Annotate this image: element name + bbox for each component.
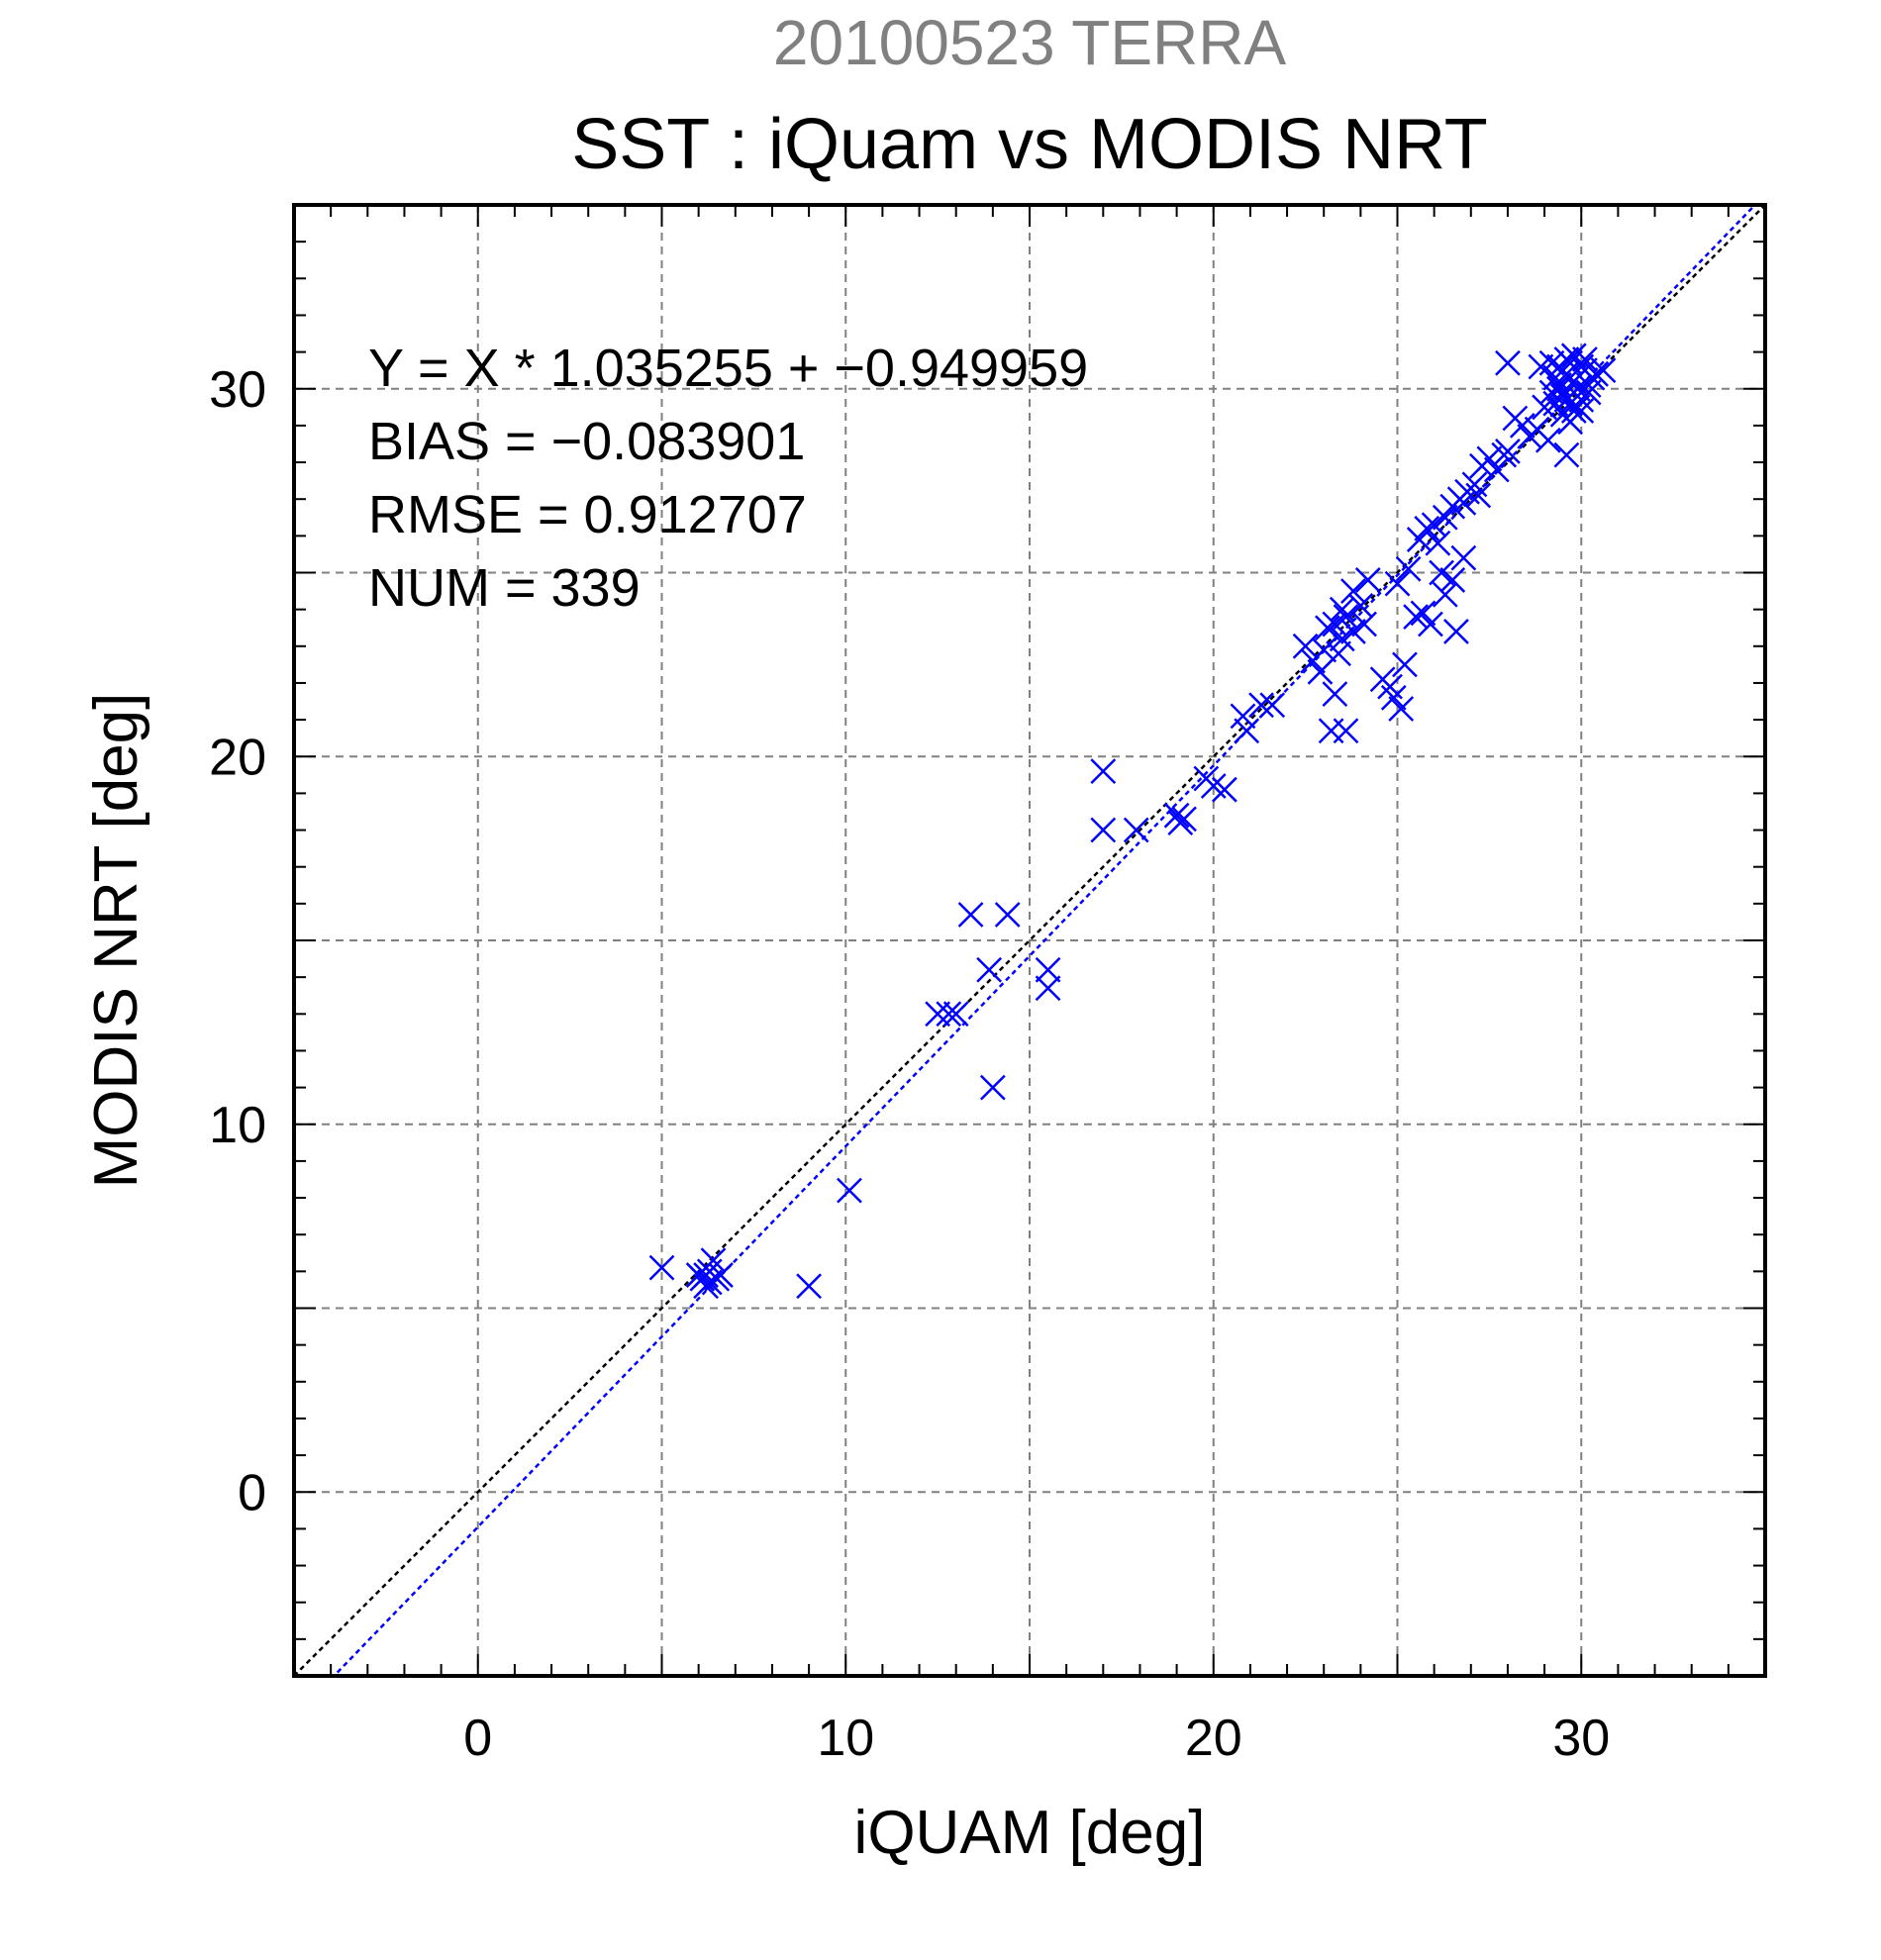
data-point: [1322, 681, 1348, 707]
data-point: [1443, 619, 1469, 644]
data-point: [1333, 718, 1359, 744]
data-point: [1450, 490, 1477, 516]
data-point: [1538, 349, 1565, 376]
chart-supertitle: 20100523 TERRA: [773, 7, 1287, 78]
x-axis-label: iQUAM [deg]: [854, 1799, 1206, 1867]
data-point: [1425, 530, 1451, 556]
grid: [294, 205, 1765, 1676]
data-point: [1414, 516, 1440, 541]
data-point: [1465, 482, 1492, 509]
data-point: [1509, 413, 1535, 439]
chart-title: SST : iQuam vs MODIS NRT: [571, 105, 1488, 184]
data-points: [648, 343, 1617, 1300]
data-point: [1035, 956, 1061, 983]
data-point: [693, 1273, 719, 1300]
data-point: [1230, 703, 1256, 730]
plot-frame: [292, 203, 1767, 1678]
data-point: [1212, 776, 1238, 803]
data-point: [1560, 398, 1587, 424]
data-point: [1395, 555, 1422, 582]
y-axis-label: MODIS NRT [deg]: [82, 693, 150, 1189]
data-point: [1384, 570, 1411, 597]
data-point: [1322, 611, 1348, 637]
data-point: [1351, 611, 1377, 637]
data-point: [1546, 375, 1572, 402]
data-point: [1354, 567, 1381, 593]
tick-labels: 0 10 20 30 0 10 20 30: [209, 361, 1610, 1767]
data-point: [1123, 817, 1149, 843]
x-tick-label: 30: [1552, 1710, 1610, 1767]
annotation-fit-equation: Y = X * 1.035255 + −0.949959: [368, 339, 1088, 398]
data-point: [1392, 651, 1418, 678]
data-point: [696, 1258, 723, 1285]
data-point: [1557, 349, 1583, 376]
data-point: [1553, 441, 1580, 468]
y-tick-label: 0: [238, 1464, 266, 1521]
data-point: [976, 956, 1003, 983]
data-point: [1090, 817, 1117, 843]
data-point: [1495, 349, 1521, 376]
data-point: [1432, 581, 1458, 608]
data-point: [1450, 544, 1477, 571]
data-point: [1171, 806, 1197, 833]
data-point: [1572, 346, 1598, 372]
x-tick-label: 10: [817, 1710, 874, 1767]
data-point: [1329, 626, 1355, 652]
data-point: [1388, 696, 1415, 722]
data-point: [1035, 975, 1061, 1002]
data-point: [1090, 758, 1117, 784]
data-point: [1410, 600, 1436, 627]
data-point: [1234, 718, 1260, 744]
data-point: [1326, 640, 1351, 667]
x-tick-label: 20: [1185, 1710, 1242, 1767]
y-tick-label: 20: [209, 729, 266, 786]
data-point: [1583, 361, 1609, 387]
data-point: [1340, 619, 1366, 644]
data-point: [1432, 504, 1458, 531]
data-point: [648, 1254, 675, 1281]
reference-lines: [294, 205, 1765, 1676]
data-point: [1575, 372, 1602, 398]
y-tick-label: 30: [209, 361, 266, 419]
data-point: [1495, 439, 1521, 464]
data-point: [837, 1177, 862, 1204]
data-point: [1553, 387, 1580, 413]
annotation-rmse: RMSE = 0.912707: [368, 485, 807, 544]
data-point: [1333, 604, 1359, 630]
data-point: [1311, 637, 1337, 663]
data-point: [1476, 445, 1503, 472]
data-point: [1575, 379, 1602, 406]
data-point: [942, 1001, 969, 1028]
x-tick-label: 0: [463, 1710, 492, 1767]
data-point: [1439, 567, 1466, 593]
data-point: [1534, 427, 1561, 453]
annotation-bias: BIAS = −0.083901: [368, 412, 805, 471]
data-point: [1163, 802, 1190, 829]
data-point: [1429, 559, 1454, 586]
data-point: [957, 902, 984, 928]
data-point: [1418, 611, 1443, 637]
data-point: [979, 1074, 1006, 1101]
data-point: [1259, 692, 1286, 719]
annotation-num: NUM = 339: [368, 558, 641, 618]
data-point: [1483, 456, 1510, 483]
data-point: [936, 1001, 962, 1028]
data-point: [1248, 692, 1274, 719]
y-tick-label: 10: [209, 1097, 266, 1154]
data-point: [994, 902, 1021, 928]
data-point: [1377, 673, 1403, 700]
data-point: [1315, 615, 1340, 641]
data-point: [1340, 578, 1366, 604]
data-point: [925, 1001, 951, 1028]
data-point: [1318, 718, 1344, 744]
fit-line: [332, 205, 1757, 1676]
data-point: [796, 1273, 822, 1300]
data-point: [1403, 604, 1429, 630]
